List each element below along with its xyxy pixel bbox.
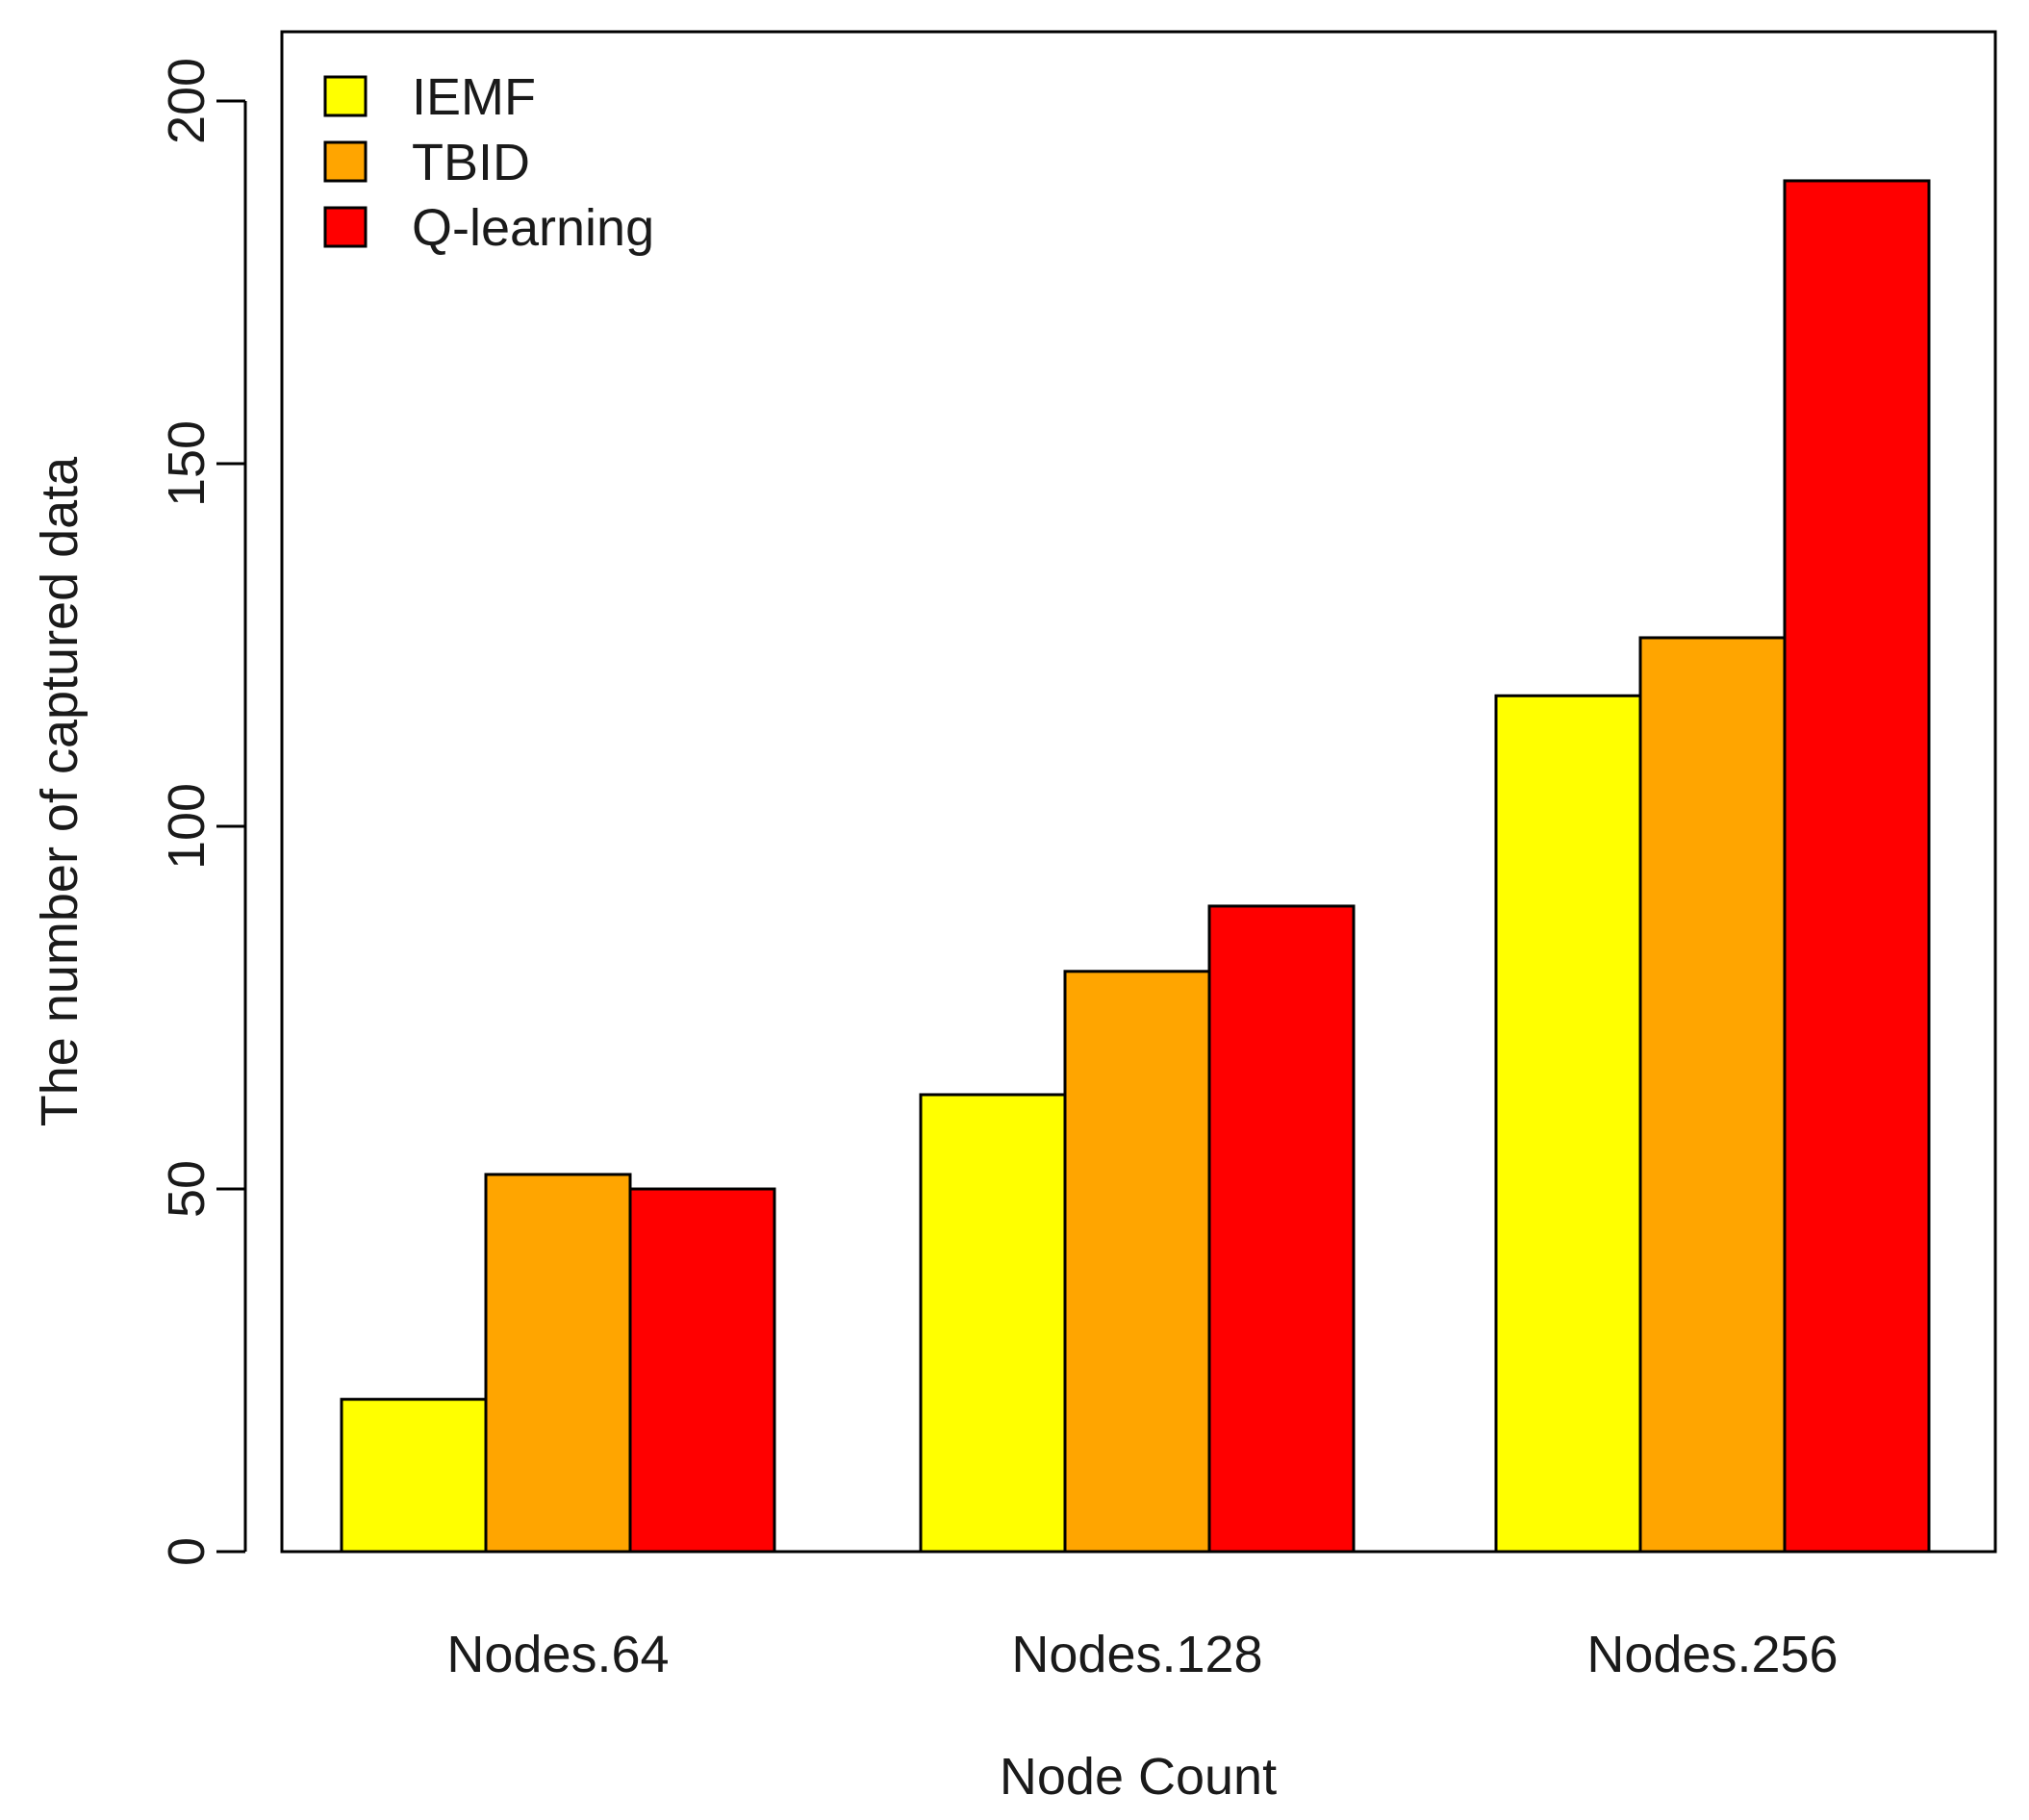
y-tick-label: 0 [158,1537,216,1566]
category-labels: Nodes.64 Nodes.128 Nodes.256 [446,1626,1838,1683]
legend-swatch-tbid [323,140,368,183]
bar-tbid-nodes-256 [1638,636,1787,1554]
y-axis: 0 50 100 150 200 [158,58,247,1566]
y-tick-label: 150 [158,420,216,507]
bar-iemf-nodes-256 [1494,694,1642,1554]
bar-iemf-nodes-128 [919,1093,1067,1554]
legend-swatch-iemf [323,75,368,117]
x-category-label: Nodes.128 [1011,1626,1262,1683]
bar-iemf-nodes-64 [340,1398,488,1554]
bar-q-learning-nodes-128 [1207,904,1356,1554]
y-tick-label: 100 [158,783,216,870]
y-tick-label: 50 [158,1160,216,1218]
legend: IEMF TBID Q-learning [323,68,654,257]
bar-q-learning-nodes-64 [628,1187,776,1554]
bars-group [340,179,1931,1554]
legend-label-q-learning: Q-learning [412,199,654,257]
x-category-label: Nodes.256 [1586,1626,1838,1683]
legend-swatch-q-learning [323,206,368,248]
bar-tbid-nodes-64 [484,1173,632,1554]
legend-label-tbid: TBID [412,134,530,191]
y-axis-title: The number of captured data [31,456,89,1126]
y-tick-label: 200 [158,58,216,144]
legend-label-iemf: IEMF [412,68,536,126]
x-category-label: Nodes.64 [446,1626,669,1683]
x-axis-title: Node Count [1000,1748,1277,1806]
bar-tbid-nodes-128 [1063,970,1211,1554]
bar-q-learning-nodes-256 [1783,179,1931,1554]
